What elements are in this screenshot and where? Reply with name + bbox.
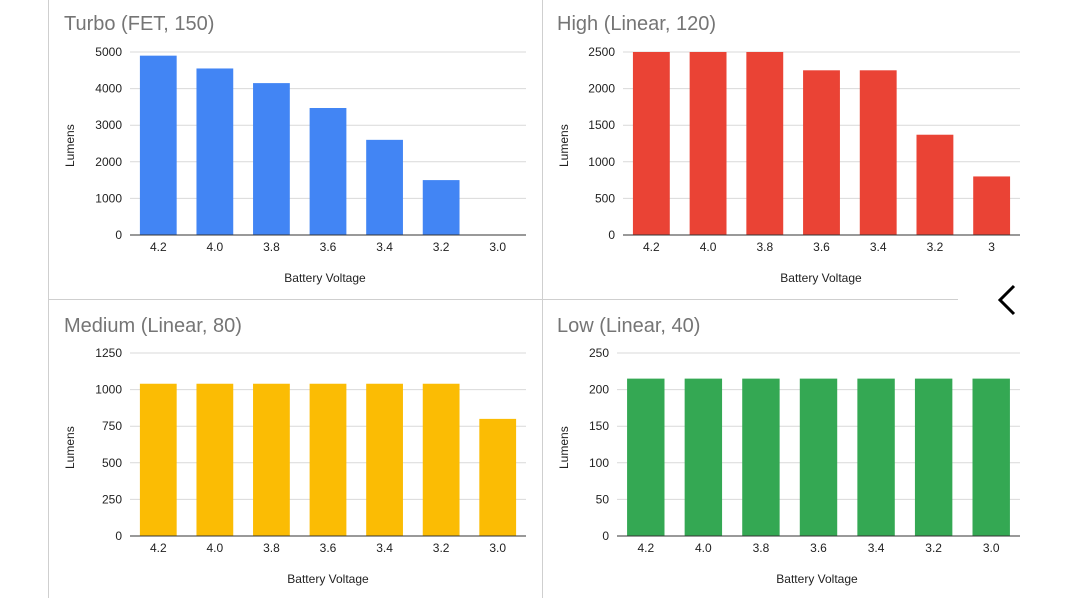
x-tick-label: 3.2 bbox=[433, 541, 450, 555]
chart-title-low: Low (Linear, 40) bbox=[557, 315, 701, 337]
bar bbox=[627, 378, 665, 536]
x-tick-label: 3.8 bbox=[263, 240, 280, 254]
x-tick-label: 3.4 bbox=[870, 240, 887, 254]
x-axis-title-medium: Battery Voltage bbox=[287, 572, 369, 586]
bar bbox=[857, 378, 895, 536]
y-tick-label: 250 bbox=[589, 346, 609, 360]
x-tick-label: 3.8 bbox=[753, 541, 770, 555]
y-axis-title-turbo: Lumens bbox=[63, 124, 77, 167]
panel-divider-horizontal bbox=[48, 299, 958, 300]
x-axis-title-low: Battery Voltage bbox=[776, 572, 858, 586]
y-tick-label: 2000 bbox=[95, 155, 122, 169]
bar bbox=[914, 378, 953, 536]
x-tick-label: 3.8 bbox=[263, 541, 280, 555]
y-tick-label: 2500 bbox=[588, 45, 615, 59]
x-tick-label: 3.6 bbox=[320, 240, 337, 254]
x-axis-title-high: Battery Voltage bbox=[780, 271, 862, 285]
y-tick-label: 100 bbox=[589, 456, 609, 470]
x-tick-label: 4.0 bbox=[700, 240, 717, 254]
bar bbox=[803, 70, 840, 235]
y-tick-label: 0 bbox=[608, 228, 615, 242]
x-tick-label: 3.6 bbox=[320, 541, 337, 555]
bar bbox=[742, 378, 780, 536]
x-tick-label: 3.4 bbox=[376, 240, 393, 254]
y-tick-label: 2000 bbox=[588, 82, 615, 96]
bar bbox=[684, 378, 723, 536]
y-tick-label: 150 bbox=[589, 419, 609, 433]
y-tick-label: 1000 bbox=[95, 383, 122, 397]
y-tick-label: 1000 bbox=[588, 155, 615, 169]
x-tick-label: 3.2 bbox=[927, 240, 944, 254]
x-tick-label: 3 bbox=[988, 240, 995, 254]
x-tick-label: 4.0 bbox=[207, 240, 224, 254]
y-tick-label: 4000 bbox=[95, 82, 122, 96]
bar bbox=[366, 139, 403, 235]
bar bbox=[309, 383, 347, 536]
x-tick-label: 3.2 bbox=[925, 541, 942, 555]
x-tick-label: 3.4 bbox=[376, 541, 393, 555]
bar bbox=[139, 55, 177, 235]
chart-title-medium: Medium (Linear, 80) bbox=[64, 315, 242, 337]
x-tick-label: 4.0 bbox=[695, 541, 712, 555]
y-tick-label: 1000 bbox=[95, 191, 122, 205]
y-axis-title-medium: Lumens bbox=[63, 426, 77, 469]
bar bbox=[422, 180, 460, 235]
bar bbox=[973, 176, 1011, 235]
y-tick-label: 750 bbox=[102, 419, 122, 433]
y-tick-label: 0 bbox=[602, 529, 609, 543]
y-axis-title-low: Lumens bbox=[557, 426, 571, 469]
y-tick-label: 3000 bbox=[95, 118, 122, 132]
back-button[interactable] bbox=[990, 282, 1026, 318]
y-axis-title-high: Lumens bbox=[557, 124, 571, 167]
y-tick-label: 500 bbox=[595, 191, 615, 205]
bar bbox=[196, 383, 234, 536]
bar bbox=[309, 107, 347, 235]
bar bbox=[253, 83, 290, 235]
x-tick-label: 3.6 bbox=[810, 541, 827, 555]
bar bbox=[422, 383, 460, 536]
bar bbox=[916, 134, 954, 235]
y-tick-label: 1500 bbox=[588, 118, 615, 132]
x-tick-label: 3.0 bbox=[489, 541, 506, 555]
x-tick-label: 3.4 bbox=[868, 541, 885, 555]
bar bbox=[689, 52, 727, 235]
bar bbox=[366, 383, 403, 536]
bar bbox=[632, 52, 670, 235]
bar bbox=[972, 378, 1010, 536]
x-tick-label: 4.2 bbox=[150, 541, 167, 555]
y-tick-label: 500 bbox=[102, 456, 122, 470]
bar bbox=[799, 378, 838, 536]
x-tick-label: 4.2 bbox=[150, 240, 167, 254]
x-tick-label: 3.6 bbox=[813, 240, 830, 254]
x-tick-label: 3.8 bbox=[756, 240, 773, 254]
x-tick-label: 3.0 bbox=[983, 541, 1000, 555]
y-tick-label: 50 bbox=[596, 492, 610, 506]
y-tick-label: 1250 bbox=[95, 346, 122, 360]
chart-title-high: High (Linear, 120) bbox=[557, 13, 716, 35]
bar bbox=[196, 68, 234, 235]
x-tick-label: 3.2 bbox=[433, 240, 450, 254]
y-tick-label: 200 bbox=[589, 383, 609, 397]
bar bbox=[746, 52, 784, 235]
x-tick-label: 4.2 bbox=[643, 240, 660, 254]
y-tick-label: 0 bbox=[115, 228, 122, 242]
bar bbox=[859, 70, 897, 235]
y-tick-label: 0 bbox=[115, 529, 122, 543]
chevron-left-icon bbox=[997, 284, 1016, 316]
bar bbox=[253, 383, 290, 536]
bar bbox=[479, 418, 517, 536]
x-axis-title-turbo: Battery Voltage bbox=[284, 271, 366, 285]
y-tick-label: 250 bbox=[102, 492, 122, 506]
x-tick-label: 3.0 bbox=[489, 240, 506, 254]
bar bbox=[139, 383, 177, 536]
chart-title-turbo: Turbo (FET, 150) bbox=[64, 13, 215, 35]
x-tick-label: 4.0 bbox=[207, 541, 224, 555]
x-tick-label: 4.2 bbox=[637, 541, 654, 555]
y-tick-label: 5000 bbox=[95, 45, 122, 59]
